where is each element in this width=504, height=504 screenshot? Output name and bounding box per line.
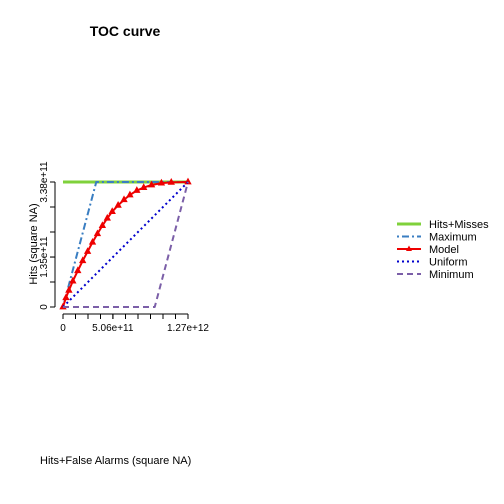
model-marker <box>126 190 134 198</box>
model-marker <box>114 200 122 208</box>
legend-label: Maximum <box>429 232 477 244</box>
model-marker <box>140 183 148 190</box>
model-marker <box>157 178 166 186</box>
y-tick-label: 3.38e+11 <box>39 161 50 203</box>
model-marker <box>108 207 116 214</box>
series-line-minimum <box>63 181 189 308</box>
model-marker <box>69 276 77 284</box>
legend-label: Model <box>429 244 459 256</box>
model-marker <box>88 237 97 245</box>
y-tick-label: 0 <box>39 304 50 310</box>
y-tick-label: 1.35e+11 <box>39 236 50 278</box>
y-axis-label: Hits (square NA) <box>28 203 40 284</box>
model-marker <box>98 221 107 229</box>
model-marker <box>103 213 111 221</box>
plot-area <box>59 177 192 310</box>
model-marker <box>83 247 92 254</box>
legend-label: Hits+Misses <box>429 219 489 231</box>
series-line-maximum <box>62 181 188 308</box>
model-marker <box>147 180 156 188</box>
model-marker <box>62 293 70 301</box>
x-tick-label: 0 <box>60 323 66 334</box>
x-tick-label: 1.27e+12 <box>167 323 209 334</box>
legend-marker <box>406 245 412 251</box>
model-marker <box>93 229 102 237</box>
legend-label: Uniform <box>429 257 468 269</box>
model-marker <box>167 178 175 185</box>
model-marker <box>120 195 128 203</box>
legend-label: Minimum <box>429 269 474 281</box>
x-tick-label: 5.06e+11 <box>92 323 134 334</box>
model-marker <box>79 256 87 264</box>
chart-title: TOC curve <box>90 23 161 39</box>
axes: 0 5.06e+11 1.27e+12 0 1.35e+11 3.38e+11 <box>39 161 209 334</box>
model-marker <box>133 186 141 193</box>
x-axis-label: Hits+False Alarms (square NA) <box>40 455 191 467</box>
model-marker <box>65 286 73 293</box>
model-marker <box>74 266 82 274</box>
